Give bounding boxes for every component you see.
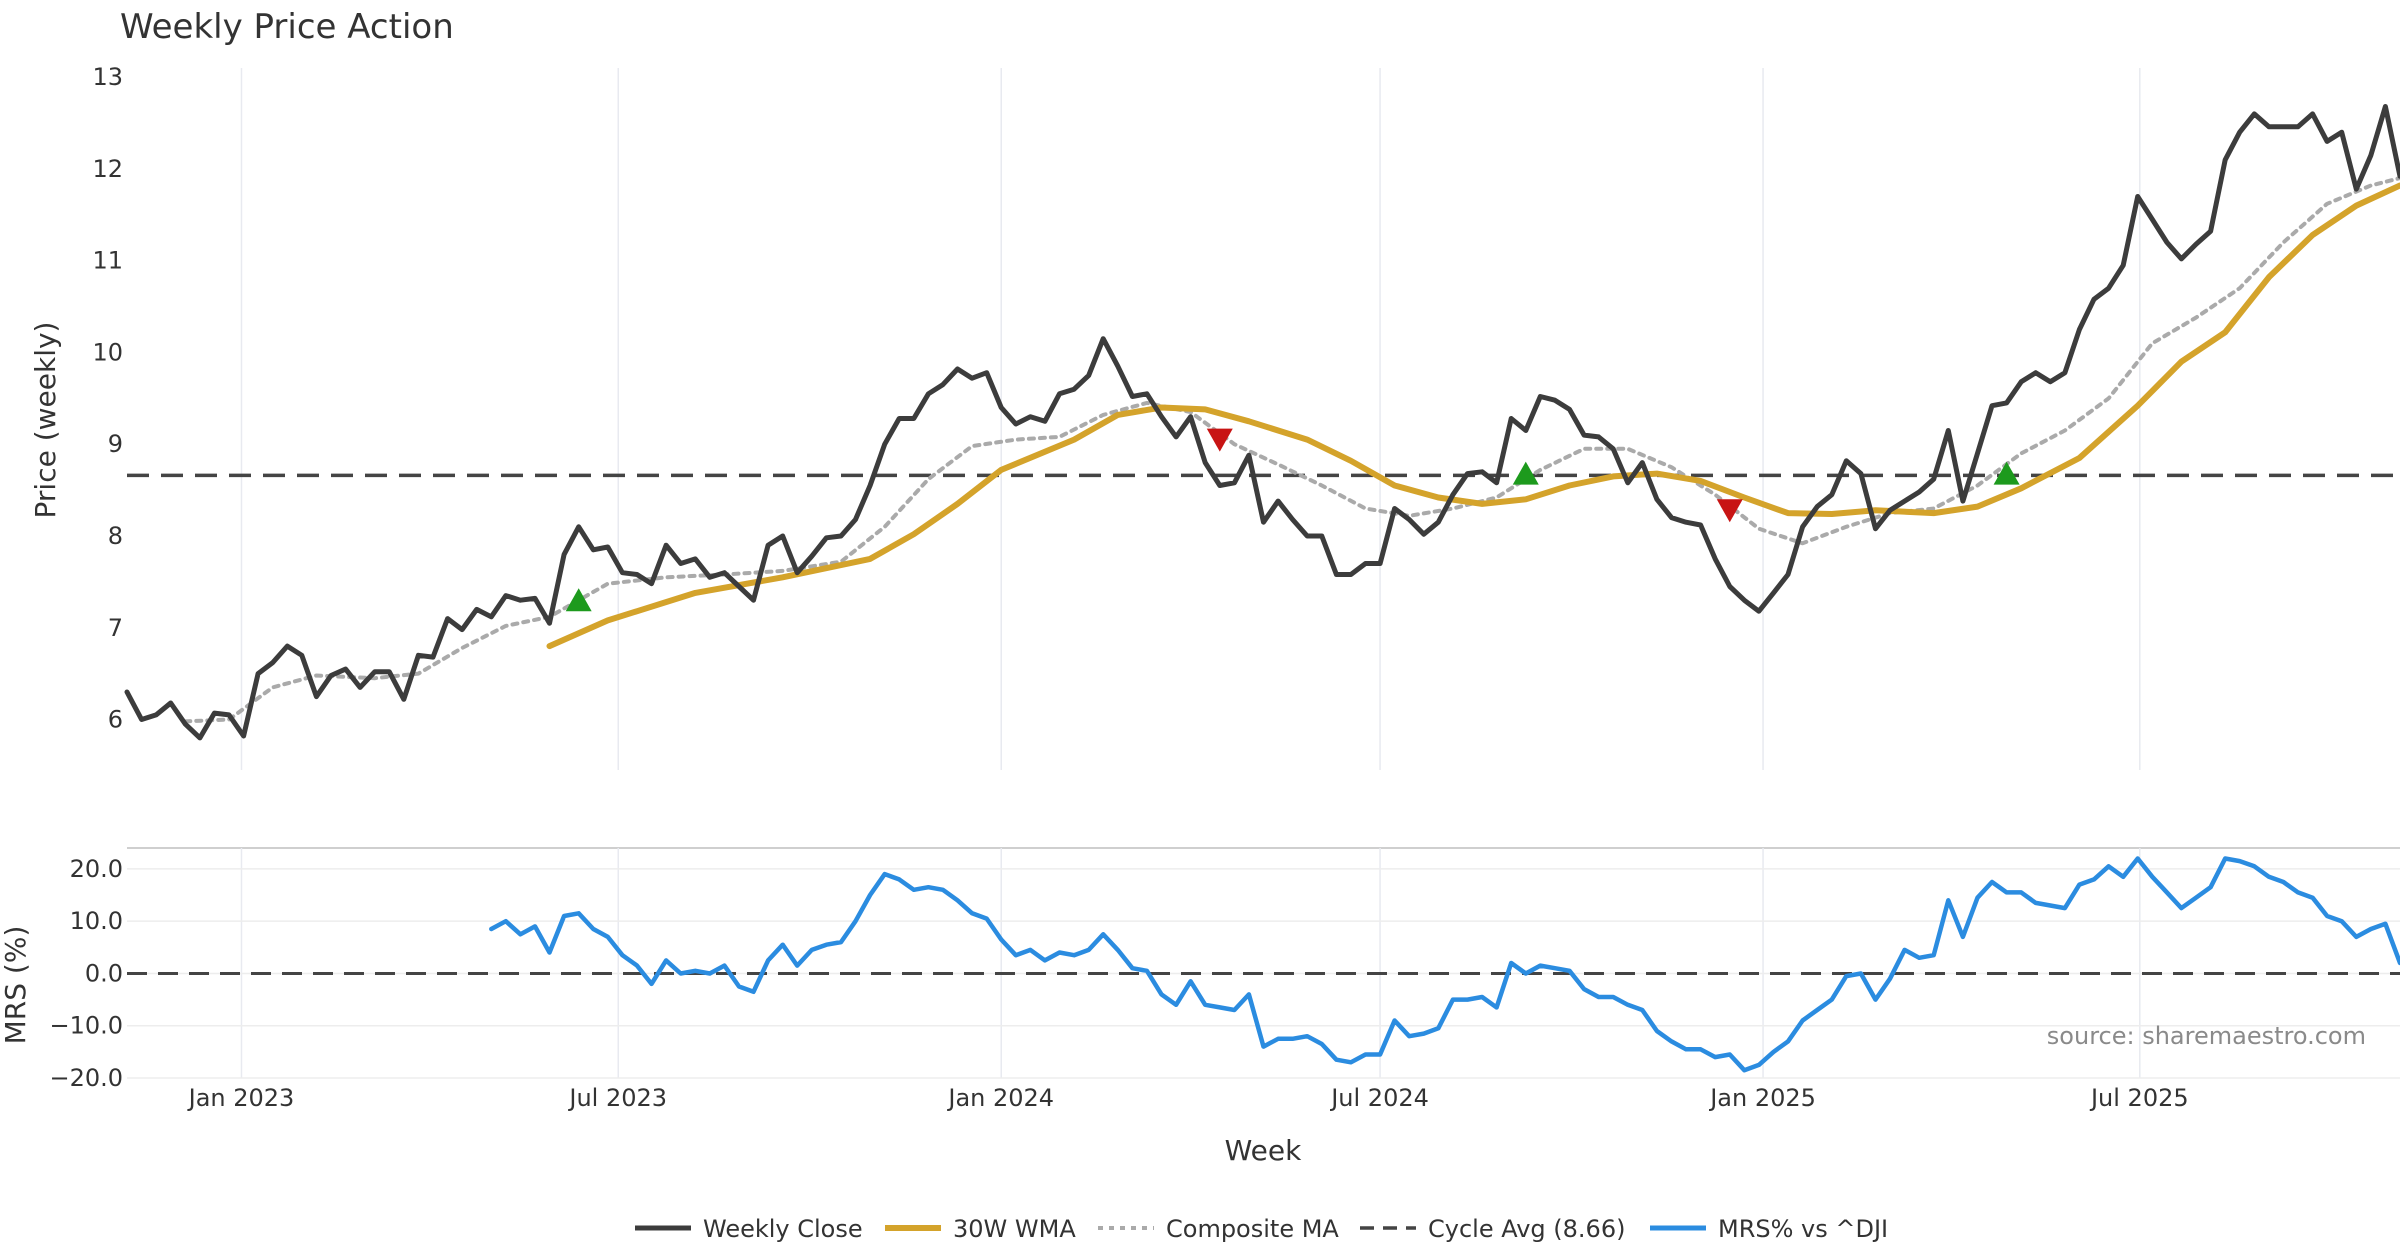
series-wma [546, 182, 2400, 650]
x-ticks: Jan 2023 Jul 2023 Jan 2024 Jul 2024 Jan 2025… [187, 1084, 2189, 1112]
series-close [124, 104, 2400, 741]
legend-label: 30W WMA [953, 1215, 1076, 1243]
buy-signal-marker [1993, 461, 2020, 485]
price-y-label: Price (weekly) [29, 322, 62, 519]
legend-label: MRS% vs ^DJI [1718, 1215, 1888, 1243]
price-y-tick-label: 6 [108, 706, 123, 734]
price-y-tick-label: 7 [108, 614, 123, 642]
mrs-y-ticks: 20.0 10.0 0.0 −10.0 −20.0 [49, 855, 123, 1092]
mrs-y-tick-label: 10.0 [70, 907, 123, 935]
mrs-y-tick-label: 0.0 [85, 959, 123, 987]
x-tick-label: Jul 2024 [1329, 1084, 1429, 1112]
legend-label: Cycle Avg (8.66) [1428, 1215, 1625, 1243]
price-series [124, 104, 2400, 741]
series-composite [183, 176, 2400, 724]
legend-label: Weekly Close [703, 1215, 863, 1243]
series-mrs [489, 856, 2400, 1073]
source-note: source: sharemaestro.com [2047, 1022, 2366, 1050]
price-y-tick-label: 11 [92, 247, 123, 275]
mrs-y-label: MRS (%) [0, 926, 32, 1045]
sell-signal-marker [1206, 428, 1233, 452]
mrs-y-tick-label: −10.0 [49, 1012, 123, 1040]
price-y-tick-label: 12 [92, 155, 123, 183]
legend: Weekly Close 30W WMA Composite MA Cycle Avg… [635, 1215, 1888, 1243]
price-y-tick-label: 8 [108, 522, 123, 550]
mrs-y-tick-label: −20.0 [49, 1064, 123, 1092]
buy-signal-marker [565, 588, 592, 612]
legend-label: Composite MA [1166, 1215, 1339, 1243]
price-grid [240, 68, 2141, 770]
price-y-tick-label: 9 [108, 430, 123, 458]
mrs-panel: 20.0 10.0 0.0 −10.0 −20.0 MRS (%) source: sh… [0, 847, 2400, 1092]
buy-signal-marker [1512, 461, 1539, 485]
price-y-tick-label: 10 [92, 338, 123, 366]
signal-markers [565, 428, 2020, 612]
price-panel: 6 7 8 9 10 11 12 13 Price (weekly) [29, 63, 2400, 770]
price-y-ticks: 6 7 8 9 10 11 12 13 [92, 63, 123, 733]
x-tick-label: Jul 2025 [2089, 1084, 2189, 1112]
chart-title: Weekly Price Action [120, 7, 454, 47]
x-axis-label: Week [1225, 1134, 1302, 1167]
x-tick-label: Jan 2024 [946, 1084, 1054, 1112]
sell-signal-marker [1716, 499, 1743, 523]
price-y-tick-label: 13 [92, 63, 123, 91]
mrs-series [489, 856, 2400, 1073]
x-tick-label: Jan 2025 [1708, 1084, 1816, 1112]
x-tick-label: Jul 2023 [567, 1084, 667, 1112]
x-tick-label: Jan 2023 [187, 1084, 295, 1112]
mrs-y-tick-label: 20.0 [70, 855, 123, 883]
